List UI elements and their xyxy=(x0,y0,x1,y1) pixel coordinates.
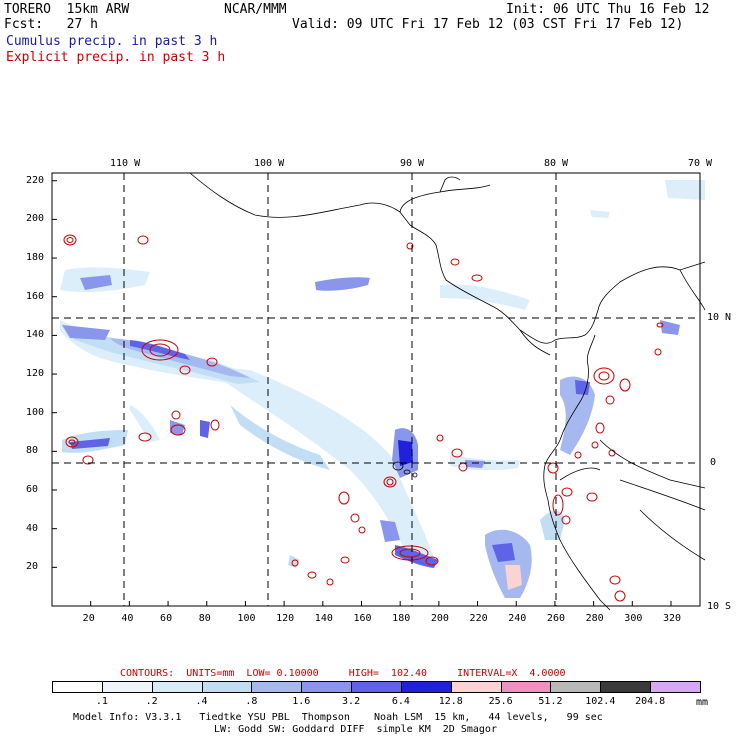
colorbar-label: 25.6 xyxy=(488,696,513,707)
x-tick-label: 20 xyxy=(82,613,95,624)
colorbar-swatch xyxy=(52,681,103,693)
valid-time: Valid: 09 UTC Fri 17 Feb 12 (03 CST Fri … xyxy=(292,17,684,32)
y-tick-label: 160 xyxy=(26,290,45,302)
colorbar-swatch xyxy=(500,681,552,693)
cumulus-precip-shading xyxy=(60,180,705,598)
lon-label-80w: 80 W xyxy=(544,158,569,169)
contour-info: CONTOURS: UNITS=mm LOW= 0.10000 HIGH= 10… xyxy=(120,668,566,679)
y-tick-label: 200 xyxy=(26,213,45,225)
colorbar-label: 6.4 xyxy=(391,696,410,707)
x-tick-label: 240 xyxy=(508,613,527,624)
colorbar-swatch xyxy=(351,681,402,693)
lat-label-10n: 10 N xyxy=(707,312,732,323)
lon-label-70w: 70 W xyxy=(688,158,713,169)
x-tick-label: 180 xyxy=(392,613,411,624)
colorbar-label: 204.8 xyxy=(635,696,666,707)
x-tick-label: 80 xyxy=(198,613,211,624)
y-tick-label: 100 xyxy=(26,406,45,418)
x-tick-label: 60 xyxy=(160,613,173,624)
explicit-precip-contours xyxy=(63,234,664,602)
x-tick-label: 40 xyxy=(121,613,134,624)
axis-ticks xyxy=(52,180,672,606)
colorbar-swatch xyxy=(600,681,652,693)
colorbar-unit: mm xyxy=(696,697,709,708)
lat-lon-grid xyxy=(52,173,700,606)
x-tick-label: 260 xyxy=(546,613,565,624)
colorbar-label: .4 xyxy=(195,696,208,707)
colorbar-label: 12.8 xyxy=(438,696,463,707)
x-tick-label: 280 xyxy=(585,613,604,624)
org-label: NCAR/MMM xyxy=(224,2,287,17)
y-tick-label: 60 xyxy=(26,484,39,496)
lat-label-10s: 10 S xyxy=(707,601,732,612)
lon-label-100w: 100 W xyxy=(254,158,285,169)
lat-label-0: 0 xyxy=(710,457,717,468)
colorbar-label: 3.2 xyxy=(342,696,361,707)
x-tick-label: 320 xyxy=(662,613,682,624)
x-tick-label: 120 xyxy=(276,613,295,624)
y-tick-label: 220 xyxy=(26,174,45,186)
map-frame xyxy=(51,172,701,607)
y-tick-label: 180 xyxy=(26,252,45,264)
x-tick-label: 160 xyxy=(353,613,372,624)
galapagos-islands xyxy=(392,461,418,478)
colorbar-swatch xyxy=(650,681,701,693)
colorbar-label: .1 xyxy=(95,696,108,707)
forecast-hour: Fcst: 27 h xyxy=(4,17,98,32)
lon-label-110w: 110 W xyxy=(110,158,141,169)
coastlines xyxy=(189,172,706,611)
colorbar-label: .2 xyxy=(145,696,158,707)
cumulus-legend-line: Cumulus precip. in past 3 h xyxy=(6,34,218,49)
init-time: Init: 06 UTC Thu 16 Feb 12 xyxy=(506,2,710,17)
colorbar-swatch xyxy=(550,681,602,693)
y-tick-label: 40 xyxy=(26,522,39,534)
y-tick-label: 80 xyxy=(26,445,39,457)
x-tick-label: 100 xyxy=(237,613,256,624)
lon-label-90w: 90 W xyxy=(400,158,425,169)
colorbar-swatch xyxy=(301,681,353,693)
colorbar-label: 102.4 xyxy=(585,696,616,707)
model-info: Model Info: V3.3.1 Tiedtke YSU PBL Thomp… xyxy=(73,712,603,723)
colorbar-swatch xyxy=(151,681,203,693)
colorbar-swatch xyxy=(101,681,153,693)
colorbar-label: 1.6 xyxy=(292,696,311,707)
y-tick-label: 140 xyxy=(26,329,45,341)
y-tick-label: 20 xyxy=(26,561,39,573)
colorbar-swatch xyxy=(201,681,253,693)
explicit-legend-line: Explicit precip. in past 3 h xyxy=(6,50,226,65)
x-tick-label: 220 xyxy=(469,613,488,624)
model-physics: LW: Godd SW: Goddard DIFF simple KM 2D S… xyxy=(214,724,497,735)
colorbar-swatch xyxy=(251,681,303,693)
y-tick-label: 120 xyxy=(26,368,45,380)
colorbar-label: .8 xyxy=(245,696,258,707)
colorbar-swatch xyxy=(450,681,502,693)
x-tick-label: 200 xyxy=(430,613,449,624)
x-tick-label: 140 xyxy=(314,613,333,624)
model-title: TORERO 15km ARW xyxy=(4,2,130,17)
x-tick-label: 300 xyxy=(624,613,643,624)
colorbar-label: 51.2 xyxy=(538,696,563,707)
colorbar-swatch xyxy=(400,681,452,693)
